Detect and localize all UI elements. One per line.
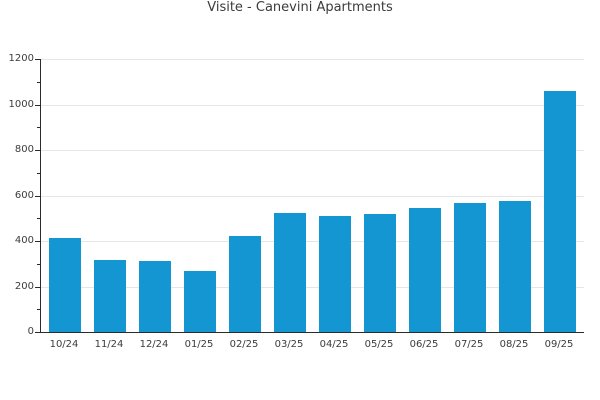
x-tick-label: 09/25	[544, 339, 574, 350]
x-tick-label: 11/24	[94, 339, 124, 350]
bar-09/25	[544, 91, 576, 332]
y-major-tick	[35, 59, 40, 60]
bar-12/24	[139, 261, 171, 332]
y-minor-tick	[37, 309, 40, 310]
bar-03/25	[274, 213, 306, 332]
y-major-tick	[35, 241, 40, 242]
y-tick-label: 0	[27, 326, 34, 337]
y-tick-label: 200	[14, 281, 34, 292]
y-major-tick	[35, 105, 40, 106]
bar-05/25	[364, 214, 396, 332]
bar-11/24	[94, 260, 126, 332]
x-tick-label: 04/25	[319, 339, 349, 350]
gridline	[41, 287, 584, 288]
x-tick-label: 03/25	[274, 339, 304, 350]
y-tick-label: 400	[14, 235, 34, 246]
y-minor-tick	[37, 127, 40, 128]
bar-02/25	[229, 236, 261, 332]
x-tick-label: 10/24	[49, 339, 79, 350]
gridline	[41, 196, 584, 197]
y-tick-label: 600	[14, 190, 34, 201]
y-minor-tick	[37, 173, 40, 174]
y-tick-label: 800	[14, 144, 34, 155]
bar-07/25	[454, 203, 486, 332]
y-major-tick	[35, 332, 40, 333]
y-major-tick	[35, 150, 40, 151]
y-major-tick	[35, 287, 40, 288]
bar-01/25	[184, 271, 216, 332]
x-tick-label: 12/24	[139, 339, 169, 350]
x-tick-label: 08/25	[499, 339, 529, 350]
bar-06/25	[409, 208, 441, 332]
bar-08/25	[499, 201, 531, 332]
gridline	[41, 150, 584, 151]
y-tick-label: 1000	[8, 99, 34, 110]
chart-title: Visite - Canevini Apartments	[207, 0, 393, 15]
y-minor-tick	[37, 264, 40, 265]
plot-area	[40, 59, 584, 333]
gridline	[41, 59, 584, 60]
y-minor-tick	[37, 82, 40, 83]
x-tick-label: 05/25	[364, 339, 394, 350]
bar-10/24	[49, 238, 81, 332]
y-major-tick	[35, 196, 40, 197]
y-minor-tick	[37, 218, 40, 219]
x-tick-label: 02/25	[229, 339, 259, 350]
x-tick-label: 07/25	[454, 339, 484, 350]
x-tick-label: 06/25	[409, 339, 439, 350]
gridline	[41, 241, 584, 242]
y-tick-label: 1200	[8, 53, 34, 64]
bar-04/25	[319, 216, 351, 332]
x-tick-label: 01/25	[184, 339, 214, 350]
gridline	[41, 105, 584, 106]
